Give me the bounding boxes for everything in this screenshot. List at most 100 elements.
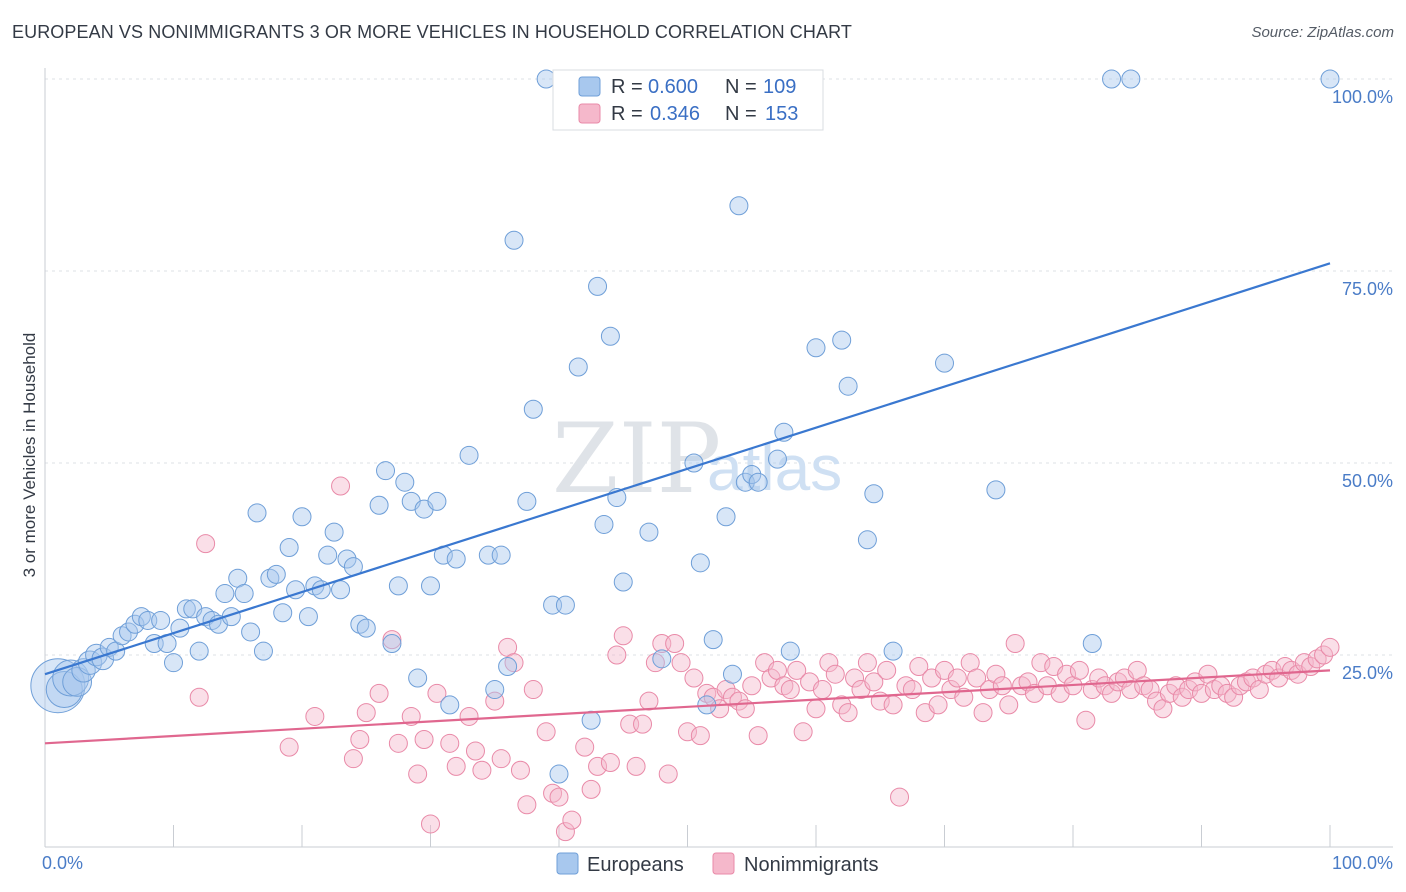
europeans-point [806,338,826,358]
nonimmigrants-point [1314,645,1334,665]
europeans-point [241,622,261,642]
nonimmigrants-point [684,668,704,688]
nonimmigrants-point [331,476,351,496]
nonimmigrants-point [812,680,832,700]
europeans-point [62,666,93,697]
europeans-point [690,553,710,573]
nonimmigrants-point [954,687,974,707]
nonimmigrants-point [491,749,511,769]
europeans-point [748,472,768,492]
europeans-point [253,641,273,661]
legend-r-label: R = [611,103,643,125]
nonimmigrants-point [465,741,485,761]
nonimmigrants-point [600,753,620,773]
europeans-point [716,507,736,527]
axes [44,68,1393,848]
europeans-point [376,461,396,481]
europeans-point [369,495,389,515]
watermark: ZIP atlas [552,403,842,515]
europeans-point [1320,69,1340,89]
nonimmigrants-point [832,695,852,715]
europeans-point [498,657,518,677]
nonimmigrants-point [510,760,530,780]
europeans-point [440,695,460,715]
nonimmigrants-point [1320,637,1340,657]
nonimmigrants-point [787,660,807,680]
chart-title: EUROPEAN VS NONIMMIGRANTS 3 OR MORE VEHI… [12,22,852,42]
nonimmigrants-point [1159,683,1179,703]
nonimmigrants-point [1172,687,1192,707]
europeans-point [337,549,357,569]
nonimmigrants-point [1031,653,1051,673]
nonimmigrants-point [999,695,1019,715]
nonimmigrants-point [343,749,363,769]
europeans-point [517,491,537,511]
europeans-point [331,580,351,600]
europeans-point [395,472,415,492]
europeans-point [652,649,672,669]
europeans-point [581,710,601,730]
legend-n-value: 109 [763,76,796,98]
legend-n-label: N = [725,103,757,125]
europeans-point [536,69,556,89]
europeans-point [742,465,762,485]
europeans-point [176,599,196,619]
nonimmigrants-point [633,714,653,734]
nonimmigrants-point [562,810,582,830]
europeans-point [247,503,267,523]
nonimmigrants-point [838,703,858,723]
nonimmigrants-point [1057,664,1077,684]
europeans-point [1121,69,1141,89]
nonimmigrants-point [523,680,543,700]
nonimmigrants-point [401,706,421,726]
nonimmigrants-point [902,680,922,700]
europeans-point [935,353,954,373]
nonimmigrants-point [517,795,537,815]
europeans-point [883,641,903,661]
nonimmigrants-point [196,534,216,554]
nonimmigrants-point [575,737,595,757]
legend: R = 0.600 N = 109 R = 0.346 N = 153 [552,69,824,131]
nonimmigrants-trend-line [44,669,1331,745]
legend-swatch-europeans [578,76,601,97]
europeans-point [234,584,254,604]
europeans-point [388,576,408,596]
bottom-legend-swatch-nonimmigrants [712,852,735,875]
europeans-point [613,572,633,592]
nonimmigrants-point [973,703,993,723]
europeans-point [30,658,86,714]
nonimmigrants-point [1179,680,1199,700]
nonimmigrants-point [1069,660,1089,680]
europeans-point [838,376,858,396]
europeans-point [722,664,742,684]
europeans-point [286,580,306,600]
europeans-point [588,276,608,296]
nonimmigrants-point [780,680,800,700]
chart-source: Source: ZipAtlas.com [1251,24,1394,41]
nonimmigrants-point [665,633,685,653]
legend-r-label: R = [611,76,643,98]
europeans-point [780,641,800,661]
nonimmigrants-point [658,764,678,784]
nonimmigrants-point [819,653,839,673]
nonimmigrants-point [536,722,556,742]
europeans-point [767,449,787,469]
europeans-point [1102,69,1122,89]
grid-lines [45,78,1393,656]
bottom-legend-nonimmigrants: Nonimmigrants [744,854,878,876]
x-tick-label: 100.0% [1332,853,1393,873]
europeans-point [504,230,524,250]
nonimmigrants-point [189,687,209,707]
nonimmigrants-point [446,756,466,776]
nonimmigrants-point [607,645,627,665]
europeans-point [1082,633,1102,653]
nonimmigrants-point [890,787,910,807]
nonimmigrants-point [1095,676,1115,696]
europeans-point [119,622,139,642]
y-tick-labels: 25.0% 50.0% 75.0% 100.0% [1332,87,1393,683]
nonimmigrants-point [825,664,845,684]
legend-n-label: N = [725,76,757,98]
europeans-point [600,326,620,346]
y-axis-label: 3 or more Vehicles in Household [20,333,39,578]
